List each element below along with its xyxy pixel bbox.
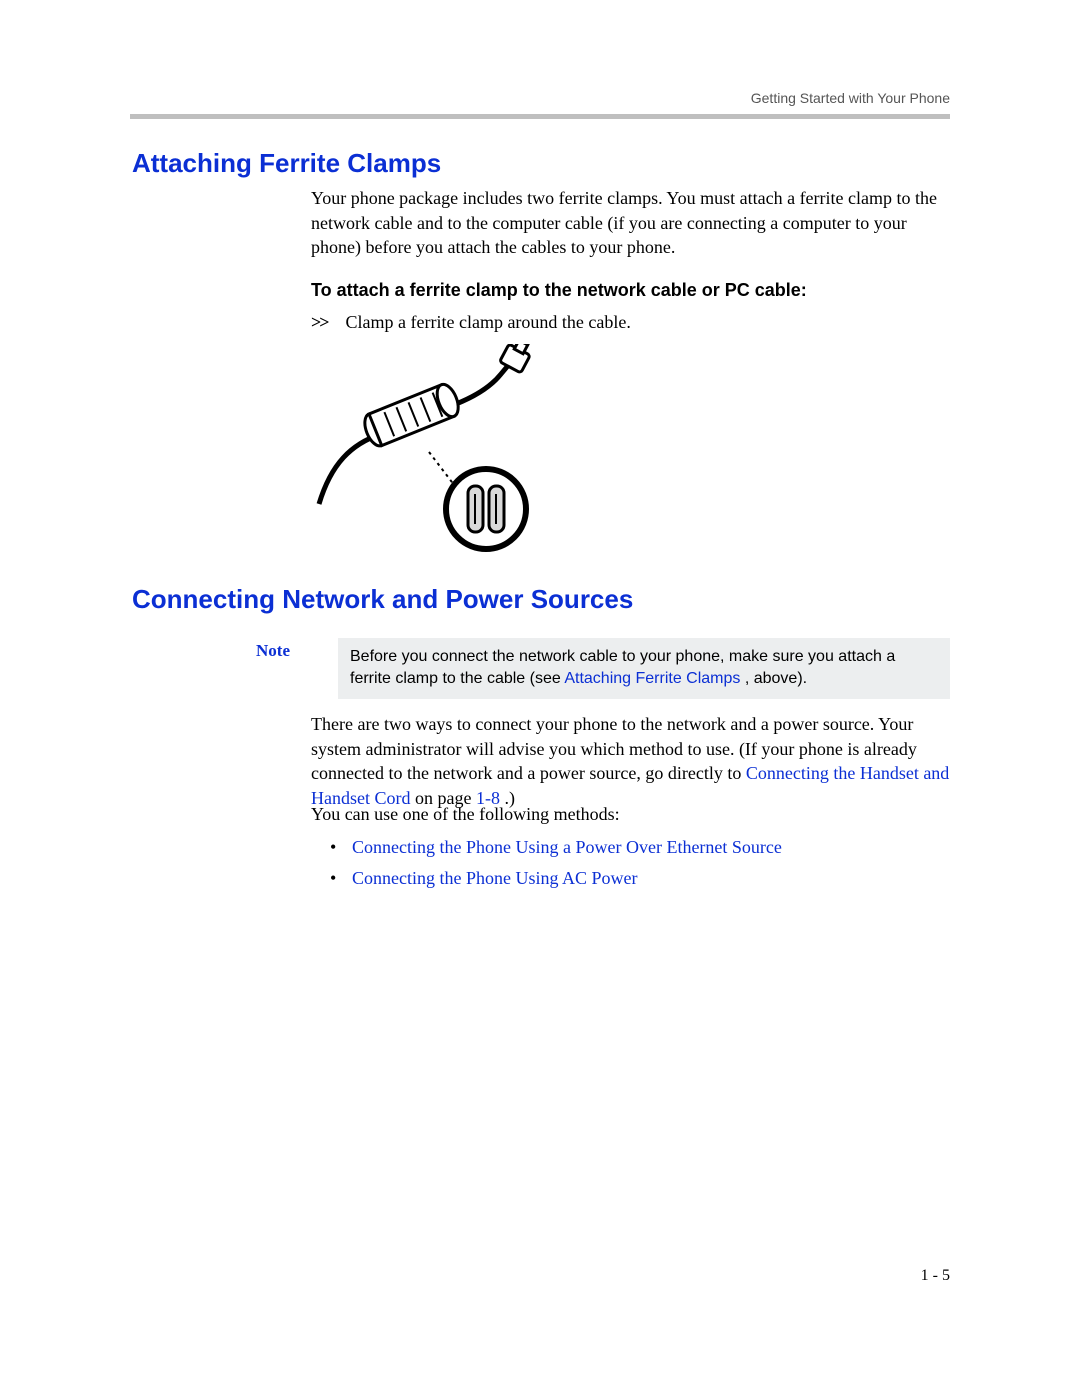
link-ac-power[interactable]: Connecting the Phone Using AC Power (352, 863, 638, 894)
methods-lead-in: You can use one of the following methods… (311, 802, 950, 827)
running-head: Getting Started with Your Phone (751, 90, 950, 106)
list-item: • Connecting the Phone Using AC Power (330, 863, 950, 894)
heading-attaching-ferrite-clamps: Attaching Ferrite Clamps (132, 148, 441, 179)
link-poe-source[interactable]: Connecting the Phone Using a Power Over … (352, 832, 782, 863)
bullet-icon: • (330, 863, 352, 894)
subheading-attach-ferrite: To attach a ferrite clamp to the network… (311, 280, 950, 301)
connecting-paragraph: There are two ways to connect your phone… (311, 712, 950, 811)
bullet-icon: • (330, 832, 352, 863)
note-text-post: , above). (745, 670, 807, 687)
document-page: Getting Started with Your Phone Attachin… (0, 0, 1080, 1397)
page-number: 1 - 5 (921, 1267, 950, 1285)
note-box: Before you connect the network cable to … (338, 638, 950, 699)
heading-connecting-network-power: Connecting Network and Power Sources (132, 584, 633, 615)
note-xref-attaching-ferrite[interactable]: Attaching Ferrite Clamps (564, 670, 740, 687)
list-item: • Connecting the Phone Using a Power Ove… (330, 832, 950, 863)
methods-bullet-list: • Connecting the Phone Using a Power Ove… (330, 832, 950, 893)
step-text: Clamp a ferrite clamp around the cable. (346, 312, 631, 332)
step-1: >> Clamp a ferrite clamp around the cabl… (311, 312, 631, 333)
intro-paragraph: Your phone package includes two ferrite … (311, 186, 950, 260)
ferrite-clamp-illustration (311, 344, 616, 554)
note-label: Note (256, 641, 290, 661)
step-chevron: >> (311, 312, 328, 332)
header-rule (130, 114, 950, 119)
